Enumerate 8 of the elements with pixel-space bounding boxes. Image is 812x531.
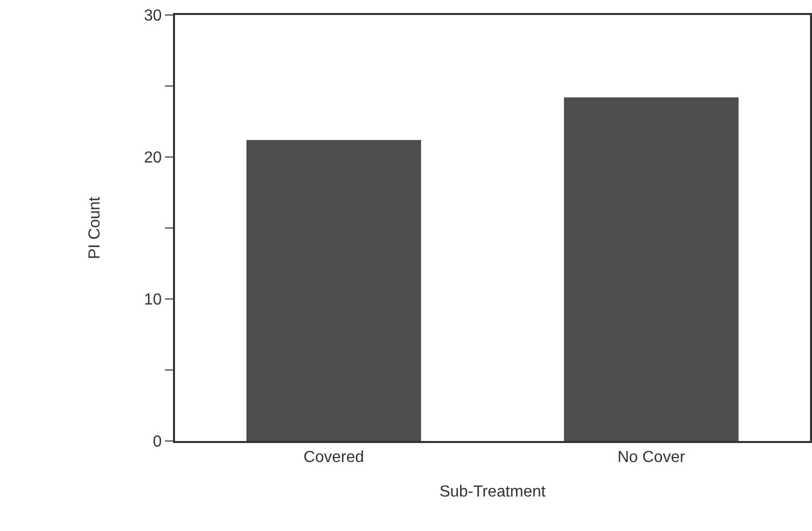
y-tick-label: 20 — [144, 150, 162, 167]
x-tick-label: Covered — [304, 449, 364, 466]
y-tick-label: 30 — [144, 8, 162, 25]
y-tick-label: 0 — [152, 434, 162, 451]
x-tick-label: No Cover — [617, 449, 686, 466]
x-axis-title: Sub-Treatment — [439, 483, 546, 500]
y-axis-title: PI Count — [86, 196, 104, 260]
y-tick-label: 10 — [144, 292, 162, 309]
